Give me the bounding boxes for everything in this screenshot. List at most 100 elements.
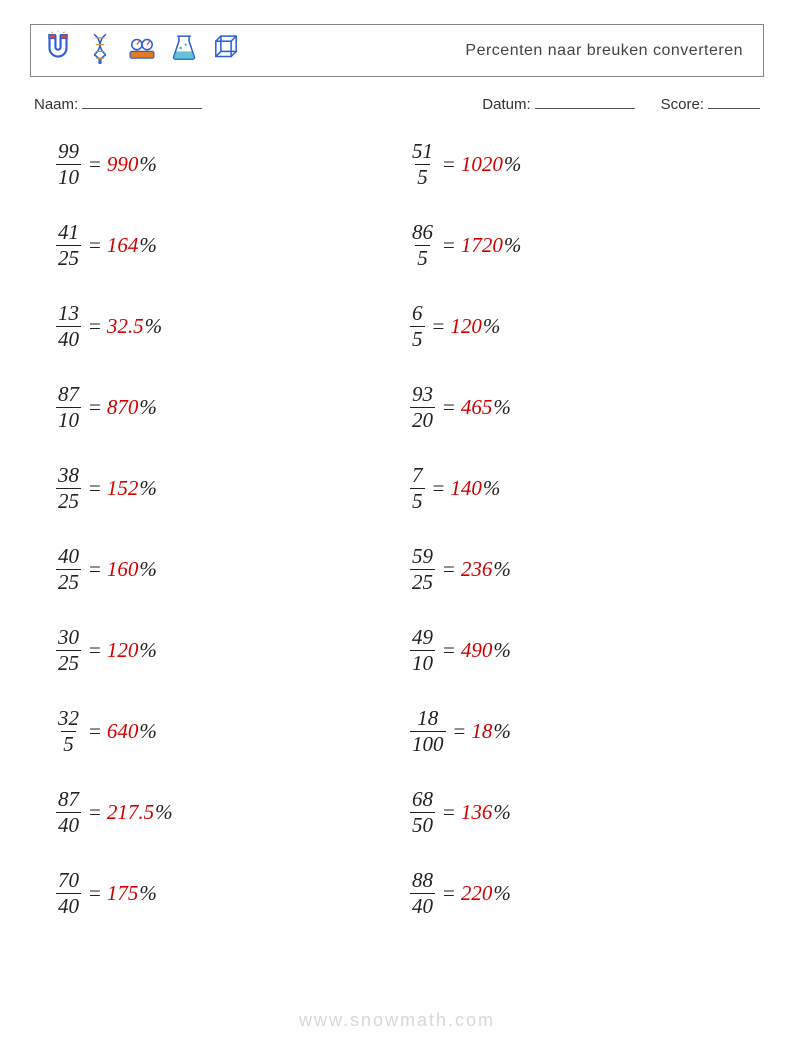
- problem-item: 9910=990%: [56, 141, 400, 188]
- date-blank[interactable]: [535, 95, 635, 109]
- answer-value: 870: [107, 395, 139, 420]
- equals-sign: =: [89, 557, 101, 582]
- answer-value: 164: [107, 233, 139, 258]
- equals-sign: =: [89, 233, 101, 258]
- equals-sign: =: [443, 800, 455, 825]
- equals-sign: =: [89, 881, 101, 906]
- denominator: 5: [410, 326, 425, 350]
- name-blank[interactable]: [82, 95, 202, 109]
- percent-sign: %: [504, 233, 522, 258]
- numerator: 68: [410, 789, 435, 812]
- equals-sign: =: [454, 719, 466, 744]
- equals-sign: =: [89, 800, 101, 825]
- problem-item: 8840=220%: [410, 870, 754, 917]
- answer-value: 990: [107, 152, 139, 177]
- answer-value: 640: [107, 719, 139, 744]
- equals-sign: =: [443, 881, 455, 906]
- percent-sign: %: [504, 152, 522, 177]
- problem-item: 4125=164%: [56, 222, 400, 269]
- numerator: 88: [410, 870, 435, 893]
- numerator: 87: [56, 789, 81, 812]
- problem-item: 325=640%: [56, 708, 400, 755]
- numerator: 32: [56, 708, 81, 731]
- numerator: 86: [410, 222, 435, 245]
- denominator: 5: [61, 731, 76, 755]
- numerator: 7: [410, 465, 425, 488]
- denominator: 10: [56, 407, 81, 431]
- denominator: 20: [410, 407, 435, 431]
- name-field: Naam:: [34, 95, 202, 113]
- problem-item: 865=1720%: [410, 222, 754, 269]
- equals-sign: =: [443, 557, 455, 582]
- denominator: 5: [415, 245, 430, 269]
- answer-value: 490: [461, 638, 493, 663]
- percent-sign: %: [139, 719, 157, 744]
- percent-sign: %: [483, 476, 501, 501]
- problem-item: 4910=490%: [410, 627, 754, 674]
- numerator: 13: [56, 303, 81, 326]
- answer-value: 160: [107, 557, 139, 582]
- numerator: 38: [56, 465, 81, 488]
- answer-value: 217.5: [107, 800, 154, 825]
- score-blank[interactable]: [708, 95, 760, 109]
- denominator: 25: [56, 650, 81, 674]
- percent-sign: %: [493, 881, 511, 906]
- answer-value: 32.5: [107, 314, 144, 339]
- numerator: 51: [410, 141, 435, 164]
- fraction: 8740: [56, 789, 81, 836]
- problem-item: 8710 =870%: [56, 384, 400, 431]
- problem-item: 18100 = 18%: [410, 708, 754, 755]
- answer-value: 120: [107, 638, 139, 663]
- fraction: 1340: [56, 303, 81, 350]
- equals-sign: =: [443, 638, 455, 663]
- equals-sign: =: [443, 233, 455, 258]
- fraction: 6850: [410, 789, 435, 836]
- denominator: 25: [56, 569, 81, 593]
- percent-sign: %: [139, 395, 157, 420]
- problem-item: 4025=160%: [56, 546, 400, 593]
- numerator: 30: [56, 627, 81, 650]
- equals-sign: =: [89, 395, 101, 420]
- numerator: 41: [56, 222, 81, 245]
- equals-sign: =: [443, 395, 455, 420]
- problem-item: 65=120%: [410, 303, 754, 350]
- gauge-icon: [125, 31, 159, 70]
- numerator: 59: [410, 546, 435, 569]
- denominator: 5: [415, 164, 430, 188]
- equals-sign: =: [89, 638, 101, 663]
- fraction: 5925: [410, 546, 435, 593]
- header-icons: [41, 31, 243, 70]
- denominator: 40: [56, 812, 81, 836]
- problem-item: 5925=236%: [410, 546, 754, 593]
- magnet-icon: [41, 31, 75, 70]
- beaker-icon: [167, 31, 201, 70]
- fraction: 325: [56, 708, 81, 755]
- answer-value: 140: [450, 476, 482, 501]
- equals-sign: =: [433, 476, 445, 501]
- percent-sign: %: [493, 719, 511, 744]
- answer-value: 465: [461, 395, 493, 420]
- fraction: 8840: [410, 870, 435, 917]
- fraction: 18100: [410, 708, 446, 755]
- fraction: 65: [410, 303, 425, 350]
- denominator: 100: [410, 731, 446, 755]
- fraction: 4910: [410, 627, 435, 674]
- numerator: 40: [56, 546, 81, 569]
- info-row: Naam: Datum: Score:: [30, 95, 764, 113]
- fraction: 75: [410, 465, 425, 512]
- equals-sign: =: [443, 152, 455, 177]
- answer-value: 152: [107, 476, 139, 501]
- denominator: 25: [410, 569, 435, 593]
- percent-sign: %: [139, 638, 157, 663]
- numerator: 18: [415, 708, 440, 731]
- fraction: 8710: [56, 384, 81, 431]
- problem-item: 3825=152%: [56, 465, 400, 512]
- score-label: Score:: [661, 96, 704, 113]
- denominator: 25: [56, 245, 81, 269]
- answer-value: 136: [461, 800, 493, 825]
- answer-value: 120: [450, 314, 482, 339]
- percent-sign: %: [493, 395, 511, 420]
- date-field: Datum:: [482, 95, 634, 113]
- answer-value: 175: [107, 881, 139, 906]
- denominator: 25: [56, 488, 81, 512]
